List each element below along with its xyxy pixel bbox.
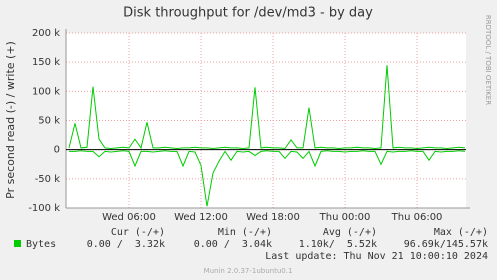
- legend-value: 0.00 / 3.32k: [87, 239, 165, 250]
- legend-header: Max (-/+): [434, 227, 488, 238]
- x-tick-label: Wed 12:00: [174, 212, 228, 223]
- data-line: [68, 65, 466, 150]
- y-tick-label: -100 k: [28, 203, 60, 214]
- legend-value: 0.00 / 3.04k: [194, 239, 272, 250]
- y-tick-label: 0: [54, 145, 60, 156]
- x-tick-label: Wed 18:00: [246, 212, 300, 223]
- legend-value: 96.69k/145.57k: [404, 239, 488, 250]
- x-tick-label: Thu 06:00: [391, 212, 443, 223]
- x-tick-label: Thu 00:00: [319, 212, 371, 223]
- last-update: Last update: Thu Nov 21 10:00:10 2024: [265, 251, 488, 262]
- legend-header: Cur (-/+): [111, 227, 165, 238]
- y-tick-label: -50 k: [35, 174, 61, 185]
- data-line: [69, 150, 466, 207]
- y-tick-label: 150 k: [32, 57, 60, 68]
- x-tick-label: Wed 06:00: [102, 212, 156, 223]
- legend-header: Min (-/+): [218, 227, 272, 238]
- legend-swatch: [14, 240, 21, 247]
- legend-value: 1.10k/ 5.52k: [299, 239, 377, 250]
- footer: Munin 2.0.37-1ubuntu0.1: [204, 267, 293, 275]
- y-tick-label: 200 k: [32, 28, 60, 39]
- legend-name: Bytes: [26, 239, 56, 250]
- side-label: RRDTOOL / TOBI OETIKER: [484, 15, 492, 105]
- y-tick-label: 100 k: [32, 86, 60, 97]
- y-axis-label: Pr second read (-) / write (+): [4, 41, 17, 199]
- chart-title: Disk throughput for /dev/md3 - by day: [123, 6, 373, 21]
- y-tick-label: 50 k: [38, 116, 60, 127]
- legend-header: Avg (-/+): [323, 227, 377, 238]
